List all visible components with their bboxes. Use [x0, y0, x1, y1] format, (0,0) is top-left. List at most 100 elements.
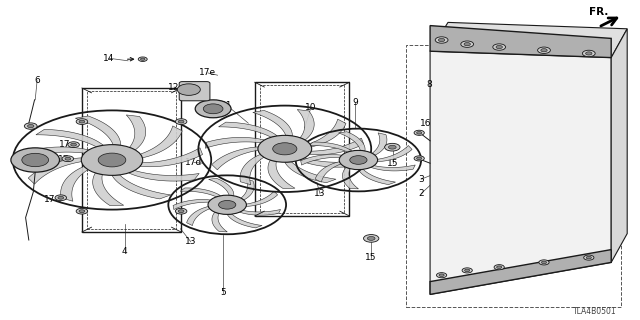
Text: 17c: 17c [59, 140, 76, 148]
Polygon shape [112, 175, 171, 199]
Polygon shape [28, 158, 81, 184]
Circle shape [178, 210, 184, 213]
Polygon shape [239, 210, 280, 215]
Text: 1: 1 [506, 32, 511, 41]
Polygon shape [309, 138, 364, 155]
Circle shape [76, 119, 88, 124]
Text: 5: 5 [220, 288, 225, 297]
Circle shape [177, 84, 200, 95]
Circle shape [62, 156, 74, 162]
Polygon shape [246, 191, 278, 206]
Polygon shape [76, 116, 121, 145]
Circle shape [493, 44, 506, 50]
Circle shape [436, 273, 447, 278]
Text: 17e: 17e [200, 68, 216, 77]
Text: 17: 17 [58, 155, 70, 164]
Text: TLA4B0501: TLA4B0501 [573, 307, 617, 316]
Text: 17d: 17d [186, 158, 202, 167]
Polygon shape [205, 137, 264, 148]
Circle shape [68, 142, 79, 148]
Polygon shape [140, 148, 203, 167]
Polygon shape [209, 178, 234, 196]
Polygon shape [187, 206, 210, 226]
Circle shape [71, 143, 77, 146]
Bar [406, 45, 621, 307]
Polygon shape [611, 29, 627, 262]
Circle shape [175, 208, 187, 214]
Polygon shape [212, 147, 258, 170]
Polygon shape [372, 133, 387, 155]
Circle shape [417, 132, 422, 134]
Circle shape [582, 50, 595, 57]
Bar [87, 91, 176, 229]
Polygon shape [129, 171, 199, 181]
Circle shape [538, 47, 550, 53]
Circle shape [258, 135, 312, 162]
Circle shape [138, 57, 147, 61]
Text: 15: 15 [387, 159, 399, 168]
Text: 4: 4 [122, 247, 127, 256]
Circle shape [55, 195, 67, 201]
Circle shape [273, 143, 297, 155]
Circle shape [79, 120, 85, 123]
Circle shape [28, 124, 34, 128]
Polygon shape [61, 166, 88, 201]
Polygon shape [173, 200, 211, 210]
Circle shape [461, 41, 474, 47]
Circle shape [539, 260, 549, 265]
Polygon shape [36, 129, 103, 147]
Text: 15: 15 [365, 253, 377, 262]
Circle shape [98, 153, 126, 167]
Text: 10: 10 [305, 103, 317, 112]
Circle shape [79, 210, 85, 213]
Circle shape [218, 200, 236, 209]
Polygon shape [339, 132, 365, 151]
Text: FR.: FR. [589, 7, 608, 17]
Text: 11: 11 [221, 101, 233, 110]
Polygon shape [212, 212, 227, 232]
Circle shape [586, 52, 592, 55]
Circle shape [541, 261, 547, 264]
Circle shape [22, 153, 49, 167]
Text: 6: 6 [35, 76, 40, 85]
Circle shape [204, 104, 223, 114]
Circle shape [462, 268, 472, 273]
Circle shape [541, 49, 547, 52]
Polygon shape [300, 158, 361, 167]
Circle shape [439, 274, 444, 276]
Circle shape [586, 256, 591, 259]
Polygon shape [358, 169, 396, 185]
Circle shape [385, 143, 400, 151]
Text: 13: 13 [185, 237, 196, 246]
Polygon shape [140, 126, 182, 158]
Circle shape [349, 156, 367, 164]
Circle shape [208, 195, 246, 214]
Text: 9: 9 [353, 98, 358, 107]
Circle shape [76, 208, 88, 214]
Bar [260, 85, 344, 213]
Text: 17: 17 [44, 195, 56, 204]
Polygon shape [308, 142, 352, 152]
Polygon shape [126, 115, 146, 150]
Polygon shape [301, 155, 342, 165]
Circle shape [464, 43, 470, 46]
Circle shape [465, 269, 470, 272]
Polygon shape [297, 109, 314, 140]
Circle shape [417, 157, 422, 160]
Text: 2: 2 [419, 189, 424, 198]
Circle shape [494, 265, 504, 270]
Polygon shape [315, 162, 341, 182]
Polygon shape [371, 165, 415, 171]
Text: 14: 14 [103, 54, 115, 63]
Polygon shape [430, 250, 611, 294]
Circle shape [584, 255, 594, 260]
Polygon shape [180, 188, 221, 197]
Circle shape [388, 145, 396, 149]
Circle shape [178, 120, 184, 123]
Circle shape [435, 37, 448, 43]
Polygon shape [253, 110, 292, 136]
Polygon shape [342, 167, 358, 189]
Text: 8: 8 [426, 80, 431, 89]
Text: 13: 13 [314, 189, 326, 198]
Circle shape [141, 58, 145, 60]
